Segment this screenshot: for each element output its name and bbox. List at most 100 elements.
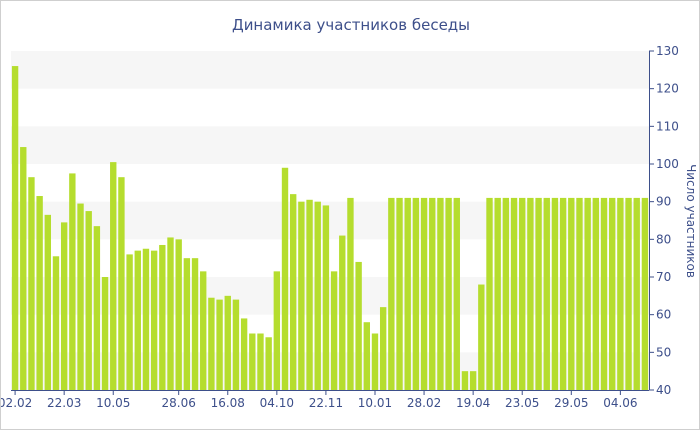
y-axis-label: Число участников (684, 164, 698, 278)
x-tick-label: 29.05 (554, 396, 588, 410)
bar (290, 194, 297, 390)
x-tick-label: 04.06 (603, 396, 637, 410)
x-tick-label: 04.10 (260, 396, 294, 410)
bar (93, 226, 101, 390)
bar (126, 254, 133, 390)
bar (101, 277, 109, 390)
y-axis-ticks: 40 50 60 70 80 90 100 110 120 130 (649, 44, 679, 397)
y-tick-label: 80 (656, 232, 671, 246)
y-tick-label: 50 (656, 345, 671, 359)
y-tick-label: 120 (656, 82, 679, 96)
x-tick-label: 10.01 (358, 396, 392, 410)
bar (306, 199, 313, 390)
x-tick-label: 22.11 (309, 396, 343, 410)
bar (379, 307, 387, 390)
bar (339, 235, 346, 390)
bar (592, 197, 600, 390)
bar (36, 196, 43, 390)
bar (494, 197, 501, 390)
bar (11, 66, 19, 391)
bar (265, 337, 272, 390)
bar (568, 197, 575, 390)
bar (330, 271, 338, 390)
bar (396, 197, 403, 390)
bar (576, 197, 583, 390)
bar (183, 258, 191, 390)
grid-band (11, 352, 649, 390)
bar (118, 177, 125, 390)
bar (216, 299, 223, 390)
bar (502, 197, 510, 390)
bar (461, 371, 469, 390)
bar (44, 214, 51, 390)
bar (388, 197, 395, 390)
bar (437, 197, 444, 390)
bar (69, 173, 76, 390)
x-tick-label: 22.03 (47, 396, 81, 410)
x-tick-label: 28.02 (407, 396, 441, 410)
bar (412, 197, 420, 390)
x-tick-label: 10.05 (96, 396, 130, 410)
bar (110, 162, 117, 390)
bar (486, 197, 493, 390)
grid-band (11, 277, 649, 315)
x-tick-label: 23.05 (505, 396, 539, 410)
bar (445, 197, 452, 390)
bar (175, 239, 182, 390)
bar (355, 261, 362, 390)
bar (208, 297, 215, 390)
y-tick-label: 70 (656, 270, 671, 284)
bar (551, 197, 559, 390)
grid-band (11, 126, 649, 164)
bar (404, 197, 411, 390)
y-tick-label: 100 (656, 157, 679, 171)
bar (77, 203, 84, 390)
bar (298, 201, 305, 390)
bar (60, 222, 68, 390)
bar (510, 197, 518, 390)
bar (191, 258, 199, 390)
bar (429, 197, 436, 390)
x-tick-label: 28.06 (161, 396, 195, 410)
y-tick-label: 40 (656, 383, 671, 397)
x-axis-ticks: 02.02 22.03 10.05 28.06 16.08 04.10 22.11 10.01… (1, 390, 638, 410)
bar (535, 197, 542, 390)
bar (559, 197, 567, 390)
grid-band (11, 51, 649, 89)
bar (28, 177, 35, 390)
bar (584, 197, 591, 390)
bar (469, 371, 477, 390)
bar (625, 197, 632, 390)
y-tick-label: 110 (656, 119, 679, 133)
bar (641, 197, 649, 390)
bar (281, 167, 289, 390)
bar (478, 284, 485, 390)
grid-band (11, 201, 649, 240)
chart-title: Динамика участников беседы (232, 16, 470, 34)
bar (240, 318, 248, 390)
bar (347, 197, 354, 390)
bar (420, 197, 428, 390)
bar (257, 333, 264, 390)
bar (363, 322, 370, 390)
bar (519, 197, 526, 390)
x-tick-label: 19.04 (456, 396, 490, 410)
y-tick-label: 90 (656, 195, 671, 209)
grid-bands (11, 51, 649, 390)
bar (150, 250, 158, 390)
bar (52, 256, 60, 390)
y-tick-label: 60 (656, 308, 671, 322)
x-tick-label: 02.02 (1, 396, 32, 410)
bar (371, 333, 379, 390)
y-tick-label: 130 (656, 44, 679, 58)
bar (273, 271, 281, 390)
bar (617, 197, 624, 390)
bar (527, 197, 534, 390)
bar (633, 197, 640, 390)
bar (232, 299, 240, 390)
bar (167, 237, 174, 390)
bar (200, 271, 207, 390)
bar (453, 197, 460, 390)
